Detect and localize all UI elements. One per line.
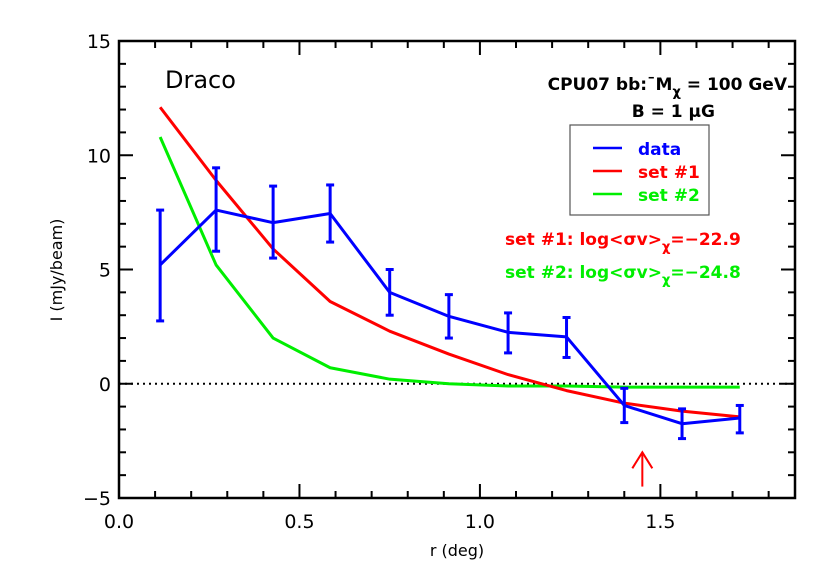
y-tick-label: 10 [87, 145, 111, 167]
y-tick-label: 15 [87, 31, 111, 53]
model-annotation: CPU07 bb:¯Mχ = 100 GeV [548, 75, 788, 100]
set1-annotation: set #1: log<σv>χ=−22.9 [505, 230, 741, 255]
legend: data set #1 set #2 [569, 124, 710, 216]
chart-title: Draco [165, 66, 236, 94]
series-line-set-1 [158, 106, 740, 419]
field-annotation: B = 1 μG [632, 102, 715, 122]
y-tick-label: −5 [83, 488, 111, 510]
legend-label-set1: set #1 [638, 163, 700, 183]
y-tick-label: 0 [99, 374, 111, 396]
x-tick-label: 1.5 [645, 511, 675, 533]
x-tick-label: 0.5 [284, 511, 314, 533]
series-layer [156, 106, 744, 441]
series-line-set-2 [158, 136, 740, 389]
arrow-up-icon [631, 450, 654, 487]
y-tick-label: 5 [99, 260, 111, 282]
x-tick-label: 1.0 [465, 511, 495, 533]
x-axis-title: r (deg) [430, 541, 484, 560]
x-tick-label: 0.0 [104, 511, 134, 533]
legend-label-set2: set #2 [638, 186, 700, 206]
set2-annotation: set #2: log<σv>χ=−24.8 [505, 263, 741, 288]
y-axis-title: I (mJy/beam) [47, 219, 66, 322]
legend-label-data: data [638, 140, 681, 160]
